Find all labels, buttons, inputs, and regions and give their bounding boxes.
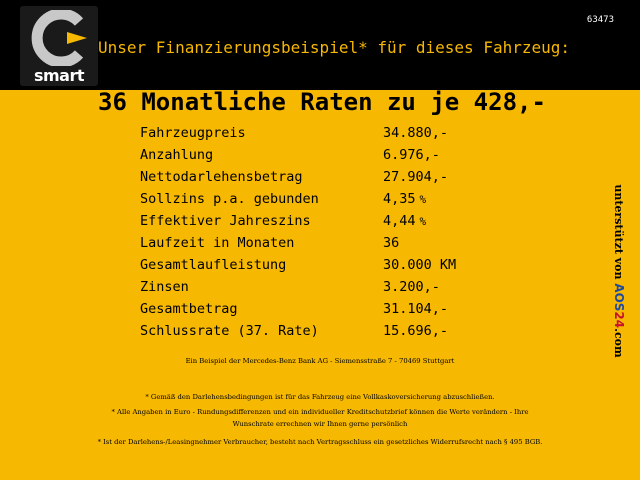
spec-row: Sollzins p.a. gebunden 4,35%: [140, 191, 520, 213]
spec-label: Gesamtlaufleistung: [140, 257, 287, 273]
smart-logo-icon: [31, 10, 87, 66]
spec-label: Effektiver Jahreszins: [140, 213, 311, 229]
spec-label: Laufzeit in Monaten: [140, 235, 295, 251]
spec-row: Nettodarlehensbetrag 27.904,-: [140, 169, 520, 191]
spec-row: Zinsen 3.200,-: [140, 279, 520, 301]
spec-value: 4,35%: [383, 191, 427, 207]
monthly-rates-title: 36 Monatliche Raten zu je 428,-: [98, 88, 546, 116]
smart-logo: smart: [20, 6, 98, 86]
financing-details: Fahrzeugpreis 34.880,- Anzahlung 6.976,- N…: [140, 125, 520, 345]
logo-text: smart: [33, 66, 85, 85]
spec-label: Gesamtbetrag: [140, 301, 238, 317]
spec-label: Zinsen: [140, 279, 189, 295]
spec-label: Fahrzeugpreis: [140, 125, 246, 141]
spec-row: Laufzeit in Monaten 36: [140, 235, 520, 257]
spec-label: Nettodarlehensbetrag: [140, 169, 303, 185]
headline: Unser Finanzierungsbeispiel* für dieses …: [98, 38, 571, 57]
spec-row: Effektiver Jahreszins 4,44%: [140, 213, 520, 235]
sponsor-brand: AOS: [612, 283, 626, 312]
spec-value: 3.200,-: [383, 279, 440, 295]
consumer-note: * Ist der Darlehens-/Leasingnehmer Verbr…: [97, 438, 543, 446]
spec-value: 6.976,-: [383, 147, 440, 163]
spec-value: 4,44%: [383, 213, 427, 229]
spec-value: 31.104,-: [383, 301, 449, 317]
spec-label: Anzahlung: [140, 147, 214, 163]
spec-row: Gesamtlaufleistung 30.000 KM: [140, 257, 520, 279]
sponsor-brand-number: 24: [612, 311, 626, 329]
spec-value: 15.696,-: [383, 323, 449, 339]
spec-row: Anzahlung 6.976,-: [140, 147, 520, 169]
euro-note-line1: * Alle Angaben in Euro - Rundungsdiffere…: [111, 408, 529, 416]
spec-row: Schlussrate (37. Rate) 15.696,-: [140, 323, 520, 345]
spec-value: 30.000 KM: [383, 257, 457, 273]
spec-label: Schlussrate (37. Rate): [140, 323, 319, 339]
sponsor-credit: unterstützt von AOS24.com: [602, 178, 636, 364]
spec-label: Sollzins p.a. gebunden: [140, 191, 319, 207]
spec-value: 27.904,-: [383, 169, 449, 185]
bank-note: Ein Beispiel der Mercedes-Benz Bank AG -…: [185, 357, 455, 365]
ad-id: 63473: [586, 15, 614, 25]
insurance-note: * Gemäß den Darlehensbedingungen ist für…: [145, 393, 495, 401]
spec-row: Fahrzeugpreis 34.880,-: [140, 125, 520, 147]
spec-row: Gesamtbetrag 31.104,-: [140, 301, 520, 323]
sponsor-text: unterstützt von AOS24.com: [612, 184, 626, 358]
spec-value: 36: [383, 235, 400, 251]
header-bar: smart 63473 Unser Finanzierungsbeispiel*…: [0, 0, 640, 90]
euro-note-line2: Wunschrate errechnen wir Ihnen gerne per…: [232, 420, 408, 428]
spec-value: 34.880,-: [383, 125, 449, 141]
